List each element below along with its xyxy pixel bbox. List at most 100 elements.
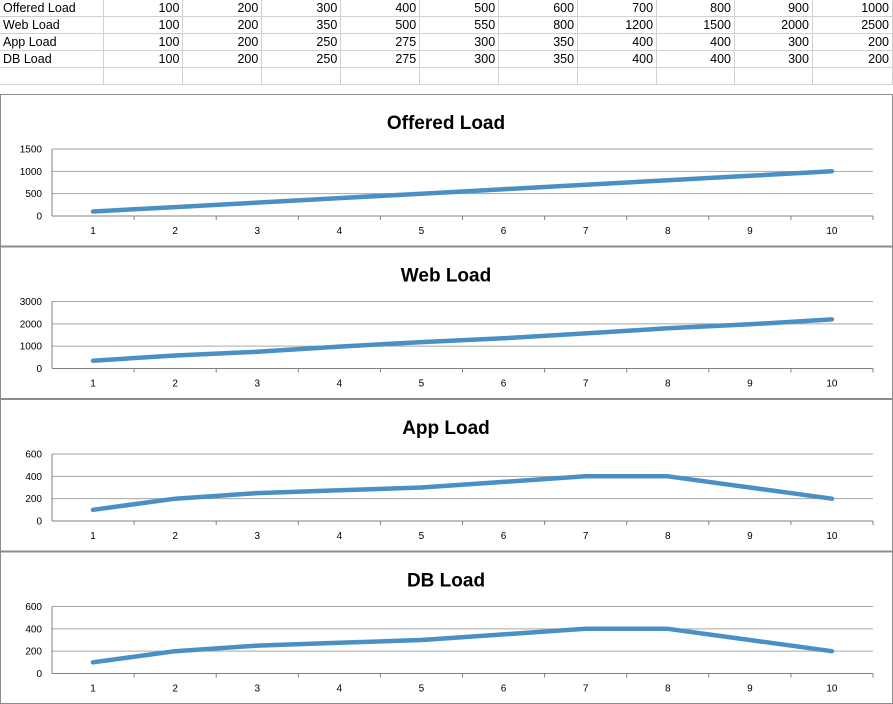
chart-panel: DB Load 0 200 400 600 1 2 3 4 5 6 7 8 9 10	[0, 551, 893, 704]
series-line	[90, 474, 835, 513]
value-cell[interactable]: 100	[103, 50, 184, 68]
empty-cell[interactable]	[340, 67, 421, 85]
chart-title: DB Load	[407, 571, 485, 592]
chart-title: Web Load	[401, 266, 491, 287]
empty-cell[interactable]	[182, 67, 263, 85]
value-cell[interactable]: 350	[498, 33, 579, 51]
y-tick-label: 0	[36, 517, 42, 528]
value-cell[interactable]: 800	[498, 16, 579, 34]
value-cell[interactable]: 900	[734, 0, 813, 17]
x-tick-label: 3	[254, 684, 260, 695]
value-cell[interactable]: 400	[340, 0, 421, 17]
value-cell[interactable]: 275	[340, 50, 421, 68]
empty-cell[interactable]	[734, 67, 813, 85]
value-cell[interactable]: 400	[577, 50, 658, 68]
y-tick-label: 600	[25, 602, 42, 613]
empty-cell[interactable]	[419, 67, 500, 85]
x-tick-label: 4	[337, 531, 343, 542]
chart-panel: Offered Load 0 500 1000 1500 1 2 3 4 5 6 7 8 9 10	[0, 94, 893, 247]
value-cell[interactable]: 275	[340, 33, 421, 51]
y-tick-label: 1500	[20, 145, 43, 156]
chart-frame	[0, 551, 893, 704]
x-tick-label: 8	[665, 531, 671, 542]
chart-panel: Web Load 0 1000 2000 3000 1 2 3 4 5 6 7 8 9 10	[0, 246, 893, 399]
empty-cell[interactable]	[577, 67, 658, 85]
chart-frame	[0, 399, 893, 552]
value-cell[interactable]: 700	[577, 0, 658, 17]
value-cell[interactable]: 100	[103, 33, 184, 51]
value-cell[interactable]: 200	[182, 0, 263, 17]
y-tick-label: 0	[36, 669, 42, 680]
spreadsheet-data-table: Offered Load 100 200 300 400 500 600 700 800 900 1…	[0, 0, 893, 94]
value-cell[interactable]: 2500	[811, 16, 893, 34]
value-cell[interactable]: 400	[577, 33, 658, 51]
x-tick-label: 1	[90, 531, 96, 542]
value-cell[interactable]: 300	[734, 33, 813, 51]
value-cell[interactable]: 300	[734, 50, 813, 68]
value-cell[interactable]: 200	[811, 50, 893, 68]
empty-cell[interactable]	[103, 67, 184, 85]
value-cell[interactable]: 400	[656, 33, 735, 51]
x-tick-label: 4	[337, 684, 343, 695]
value-cell[interactable]: 100	[103, 16, 184, 34]
value-cell[interactable]: 200	[182, 50, 263, 68]
value-cell[interactable]: 300	[419, 33, 500, 51]
x-tick-label: 2	[172, 379, 178, 390]
value-cell[interactable]: 500	[340, 16, 421, 34]
value-cell[interactable]: 550	[419, 16, 500, 34]
x-tick-label: 10	[826, 379, 838, 390]
x-tick-label: 2	[172, 226, 178, 237]
value-cell[interactable]: 250	[261, 50, 342, 68]
row-label-cell[interactable]: App Load	[0, 33, 105, 51]
value-cell[interactable]: 350	[261, 16, 342, 34]
x-tick-label: 2	[172, 684, 178, 695]
y-tick-label: 0	[36, 212, 42, 223]
x-tick-label: 4	[337, 379, 343, 390]
empty-cell[interactable]	[0, 67, 105, 85]
x-tick-label: 1	[90, 684, 96, 695]
x-tick-label: 9	[747, 226, 753, 237]
empty-cell[interactable]	[261, 67, 342, 85]
row-label-cell[interactable]: Offered Load	[0, 0, 105, 17]
value-cell[interactable]: 350	[498, 50, 579, 68]
x-tick-label: 10	[826, 226, 838, 237]
value-cell[interactable]: 1200	[577, 16, 658, 34]
row-label-cell[interactable]: Web Load	[0, 16, 105, 34]
y-tick-label: 400	[25, 624, 42, 635]
empty-cell[interactable]	[811, 67, 893, 85]
x-tick-label: 7	[583, 379, 589, 390]
x-tick-label: 8	[665, 226, 671, 237]
empty-cell[interactable]	[498, 67, 579, 85]
chart-panel: App Load 0 200 400 600 1 2 3 4 5 6 7 8 9 10	[0, 399, 893, 552]
x-tick-label: 5	[419, 684, 425, 695]
value-cell[interactable]: 1500	[656, 16, 735, 34]
x-tick-label: 1	[90, 226, 96, 237]
x-tick-label: 5	[419, 531, 425, 542]
value-cell[interactable]: 250	[261, 33, 342, 51]
empty-cell[interactable]	[656, 67, 735, 85]
value-cell[interactable]: 200	[182, 16, 263, 34]
value-cell[interactable]: 300	[419, 50, 500, 68]
value-cell[interactable]: 500	[419, 0, 500, 17]
row-label-cell[interactable]: DB Load	[0, 50, 105, 68]
x-tick-label: 7	[583, 226, 589, 237]
x-tick-label: 4	[337, 226, 343, 237]
x-tick-label: 6	[501, 226, 507, 237]
x-tick-label: 3	[254, 379, 260, 390]
y-tick-label: 500	[25, 189, 42, 200]
x-tick-label: 9	[747, 684, 753, 695]
value-cell[interactable]: 2000	[734, 16, 813, 34]
value-cell[interactable]: 300	[261, 0, 342, 17]
value-cell[interactable]: 800	[656, 0, 735, 17]
value-cell[interactable]: 400	[656, 50, 735, 68]
value-cell[interactable]: 200	[811, 33, 893, 51]
x-tick-label: 10	[826, 531, 838, 542]
chart-title: Offered Load	[387, 113, 505, 134]
series-line	[90, 317, 835, 363]
value-cell[interactable]: 100	[103, 0, 184, 17]
value-cell[interactable]: 200	[182, 33, 263, 51]
value-cell[interactable]: 600	[498, 0, 579, 17]
table-row: DB Load 100 200 250 275 300 350 400 400 300 200	[0, 50, 893, 68]
charts-area: Offered Load 0 500 10 0 0 1500 1 2 3 4 5 6 7 8 9 10 Web L…	[0, 94, 893, 704]
value-cell[interactable]: 1000	[811, 0, 893, 17]
